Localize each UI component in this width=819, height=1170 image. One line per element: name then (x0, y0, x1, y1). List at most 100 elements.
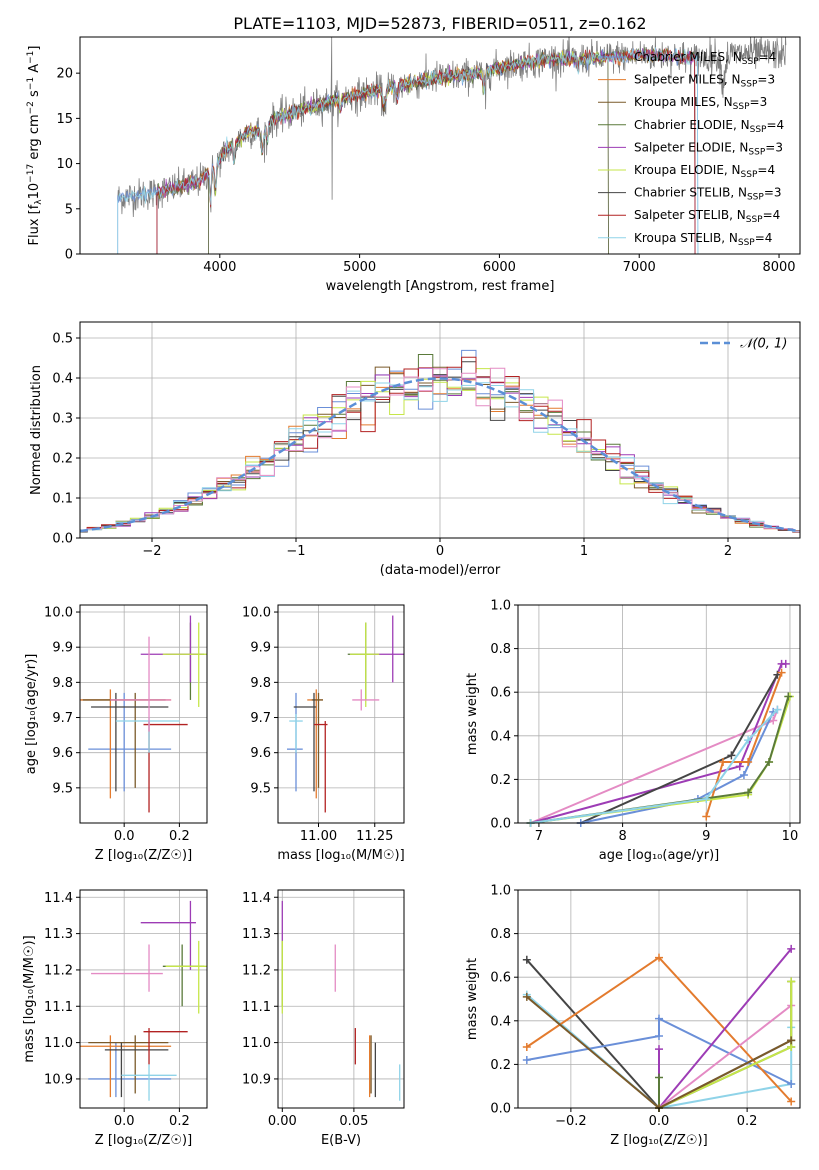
spectrum-model-line (117, 47, 699, 254)
legend-label: Chabrier STELIB, NSSP=3 (634, 186, 782, 203)
figure-title: PLATE=1103, MJD=52873, FIBERID=0511, z=0… (233, 14, 646, 33)
weight_vs_age-ytick-label: 0.8 (490, 642, 511, 657)
mass_vs_Z-ytick-label: 10.9 (44, 1072, 73, 1087)
mass_vs_ebv-plot-area (281, 900, 401, 1101)
age_vs_Z-axes: 0.0 0.2 9.5 9.6 9.7 9.8 9.9 10.0 Z [log₁₀(Z/Z☉)]… (24, 605, 207, 863)
age_vs_mass-ticks: 11.00 11.25 9.5 9.6 9.7 9.8 9.9 10.0 (242, 606, 393, 844)
legend-label: Salpeter ELODIE, NSSP=3 (634, 140, 783, 157)
age_vs_Z-xlabel: Z [log₁₀(Z/Z☉)] (95, 848, 192, 863)
age_vs_Z-ytick-label: 9.7 (52, 711, 73, 726)
residuals-plot-area (80, 349, 800, 533)
spectrum-ytick-label: 15 (56, 112, 73, 127)
weight-marker (655, 1045, 663, 1054)
spectrum-xtick-label: 8000 (762, 260, 795, 275)
mass_vs_ebv-ytick-label: 11.4 (242, 891, 271, 906)
weight-marker (787, 977, 796, 986)
mass_vs_ebv-xtick-label: 0.05 (339, 1114, 368, 1129)
weight_vs_Z-ytick-label: 0.6 (490, 971, 511, 986)
residuals-xtick-label: 0 (436, 544, 444, 559)
mass_vs_Z-ylabel: mass [log₁₀(M/M☉)] (22, 935, 37, 1062)
spectrum-plot-area (117, 37, 787, 254)
weight-marker (744, 788, 753, 797)
weight-marker (655, 1073, 663, 1082)
spectrum-ytick-label: 0 (65, 248, 73, 263)
weight_vs_age-frame (517, 604, 801, 824)
weight-marker (522, 955, 531, 964)
age_vs_Z-xtick-label: 0.2 (169, 829, 190, 844)
mass_vs_Z-ticks: 0.0 0.2 10.9 11.0 11.1 11.2 11.3 11.4 (44, 891, 190, 1129)
mass_vs_Z-ytick-label: 11.4 (44, 891, 73, 906)
residuals-ytick-label: 0.4 (52, 372, 73, 387)
mass_vs_ebv-xtick-label: 0.00 (268, 1114, 297, 1129)
mass_vs_Z-frame (79, 889, 208, 1109)
weight_vs_Z-ytick-label: 0.2 (490, 1058, 511, 1073)
residuals-ytick-label: 0.0 (52, 532, 73, 547)
mass_vs_Z-xtick-label: 0.0 (114, 1114, 135, 1129)
age_vs_mass-plot-area (287, 615, 404, 813)
weight-line (530, 708, 779, 824)
residuals-ticks: −2 −1 0 1 2 0.0 0.1 0.2 0.3 0.4 0.5 (52, 332, 732, 560)
legend-label: 𝒩(0, 1) (740, 337, 787, 352)
legend-label: Kroupa MILES, NSSP=3 (634, 95, 767, 112)
residuals-xtick-label: 1 (580, 544, 588, 559)
mass_vs_Z-axes: 0.0 0.2 10.9 11.0 11.1 11.2 11.3 11.4 Z [log₁₀(Z… (22, 890, 207, 1148)
weight_vs_Z-xtick-label: −0.2 (555, 1114, 587, 1129)
age_vs_mass-ytick-label: 9.6 (250, 746, 271, 761)
weight_vs_Z-ytick-label: 0.0 (490, 1102, 511, 1117)
age_vs_Z-plot-area (80, 615, 207, 813)
legend-label: Salpeter MILES, NSSP=3 (634, 73, 775, 90)
weight_vs_age-xtick-label: 9 (702, 829, 710, 844)
spectrum-xtick-label: 7000 (623, 260, 656, 275)
weight-marker (522, 1042, 531, 1051)
weight_vs_age-plot-area (526, 659, 794, 827)
age_vs_mass-ytick-label: 10.0 (242, 606, 271, 621)
weight_vs_Z-ytick-label: 0.4 (490, 1014, 511, 1029)
age_vs_Z-ticks: 0.0 0.2 9.5 9.6 9.7 9.8 9.9 10.0 (44, 606, 190, 844)
weight-marker (769, 716, 778, 725)
weight_vs_age-ylabel: mass weight (465, 673, 480, 755)
age_vs_Z-ylabel: age [log₁₀(age/yr)] (24, 654, 39, 775)
weight-marker (727, 751, 736, 760)
mass_vs_Z-ytick-label: 11.3 (44, 927, 73, 942)
weight-marker (787, 1036, 796, 1045)
age_vs_mass-xlabel: mass [log₁₀(M/M☉)] (277, 848, 404, 863)
mass_vs_Z-ytick-label: 11.1 (44, 1000, 73, 1015)
spectrum-xtick-label: 6000 (483, 260, 516, 275)
weight-line (705, 672, 783, 817)
mass_vs_Z-ytick-label: 11.2 (44, 963, 73, 978)
weight_vs_age-xtick-label: 7 (535, 829, 543, 844)
legend-label: Kroupa STELIB, NSSP=4 (634, 231, 772, 248)
weight-marker (787, 1097, 796, 1106)
residuals-axes: −2 −1 0 1 2 0.0 0.1 0.2 0.3 0.4 0.5 𝒩(0, 1) (data-mo… (29, 322, 800, 578)
age_vs_mass-ytick-label: 9.5 (250, 781, 271, 796)
weight_vs_Z-ytick-label: 0.8 (490, 927, 511, 942)
spectrum-xlabel: wavelength [Angstrom, rest frame] (326, 279, 555, 294)
mass_vs_ebv-ytick-label: 10.9 (242, 1072, 271, 1087)
legend-label: Chabrier MILES, NSSP=4 (634, 50, 776, 67)
age_vs_mass-grid (278, 605, 404, 823)
weight-marker (702, 795, 711, 804)
age_vs_mass-axes: 11.00 11.25 9.5 9.6 9.7 9.8 9.9 10.0 mass [log₁₀… (242, 605, 405, 863)
weight_vs_Z-plot-area (522, 944, 796, 1112)
age_vs_mass-xtick-label: 11.00 (300, 829, 337, 844)
age_vs_mass-ytick-label: 9.9 (250, 641, 271, 656)
weight_vs_age-xtick-label: 8 (618, 829, 626, 844)
mass_vs_ebv-axes: 0.00 0.05 10.9 11.0 11.1 11.2 11.3 11.4 E(B-V) (242, 890, 404, 1148)
spectrum-ylabel: Flux [fλ10−17 erg cm−2 s−1 A−1] (26, 46, 44, 246)
mass_vs_ebv-grid (278, 890, 404, 1108)
mass_vs_ebv-ytick-label: 11.1 (242, 1000, 271, 1015)
mass_vs_ebv-ytick-label: 11.3 (242, 927, 271, 942)
mass_vs_ebv-ticks: 0.00 0.05 10.9 11.0 11.1 11.2 11.3 11.4 (242, 891, 368, 1129)
residuals-ytick-label: 0.3 (52, 412, 73, 427)
spectrum-ticks: 4000 5000 6000 7000 8000 0 5 10 15 20 (56, 67, 795, 275)
spectrum-frame (79, 36, 801, 255)
age_vs_Z-ytick-label: 9.8 (52, 676, 73, 691)
residuals-xtick-label: −2 (142, 544, 161, 559)
age_vs_Z-xtick-label: 0.0 (114, 829, 135, 844)
weight_vs_age-ytick-label: 0.2 (490, 773, 511, 788)
weight_vs_Z-ticks: −0.2 0.0 0.2 0.0 0.2 0.4 0.6 0.8 1.0 (490, 884, 757, 1130)
weight-marker (719, 757, 728, 766)
weight-marker (522, 992, 531, 1001)
mass_vs_Z-xlabel: Z [log₁₀(Z/Z☉)] (95, 1133, 192, 1148)
